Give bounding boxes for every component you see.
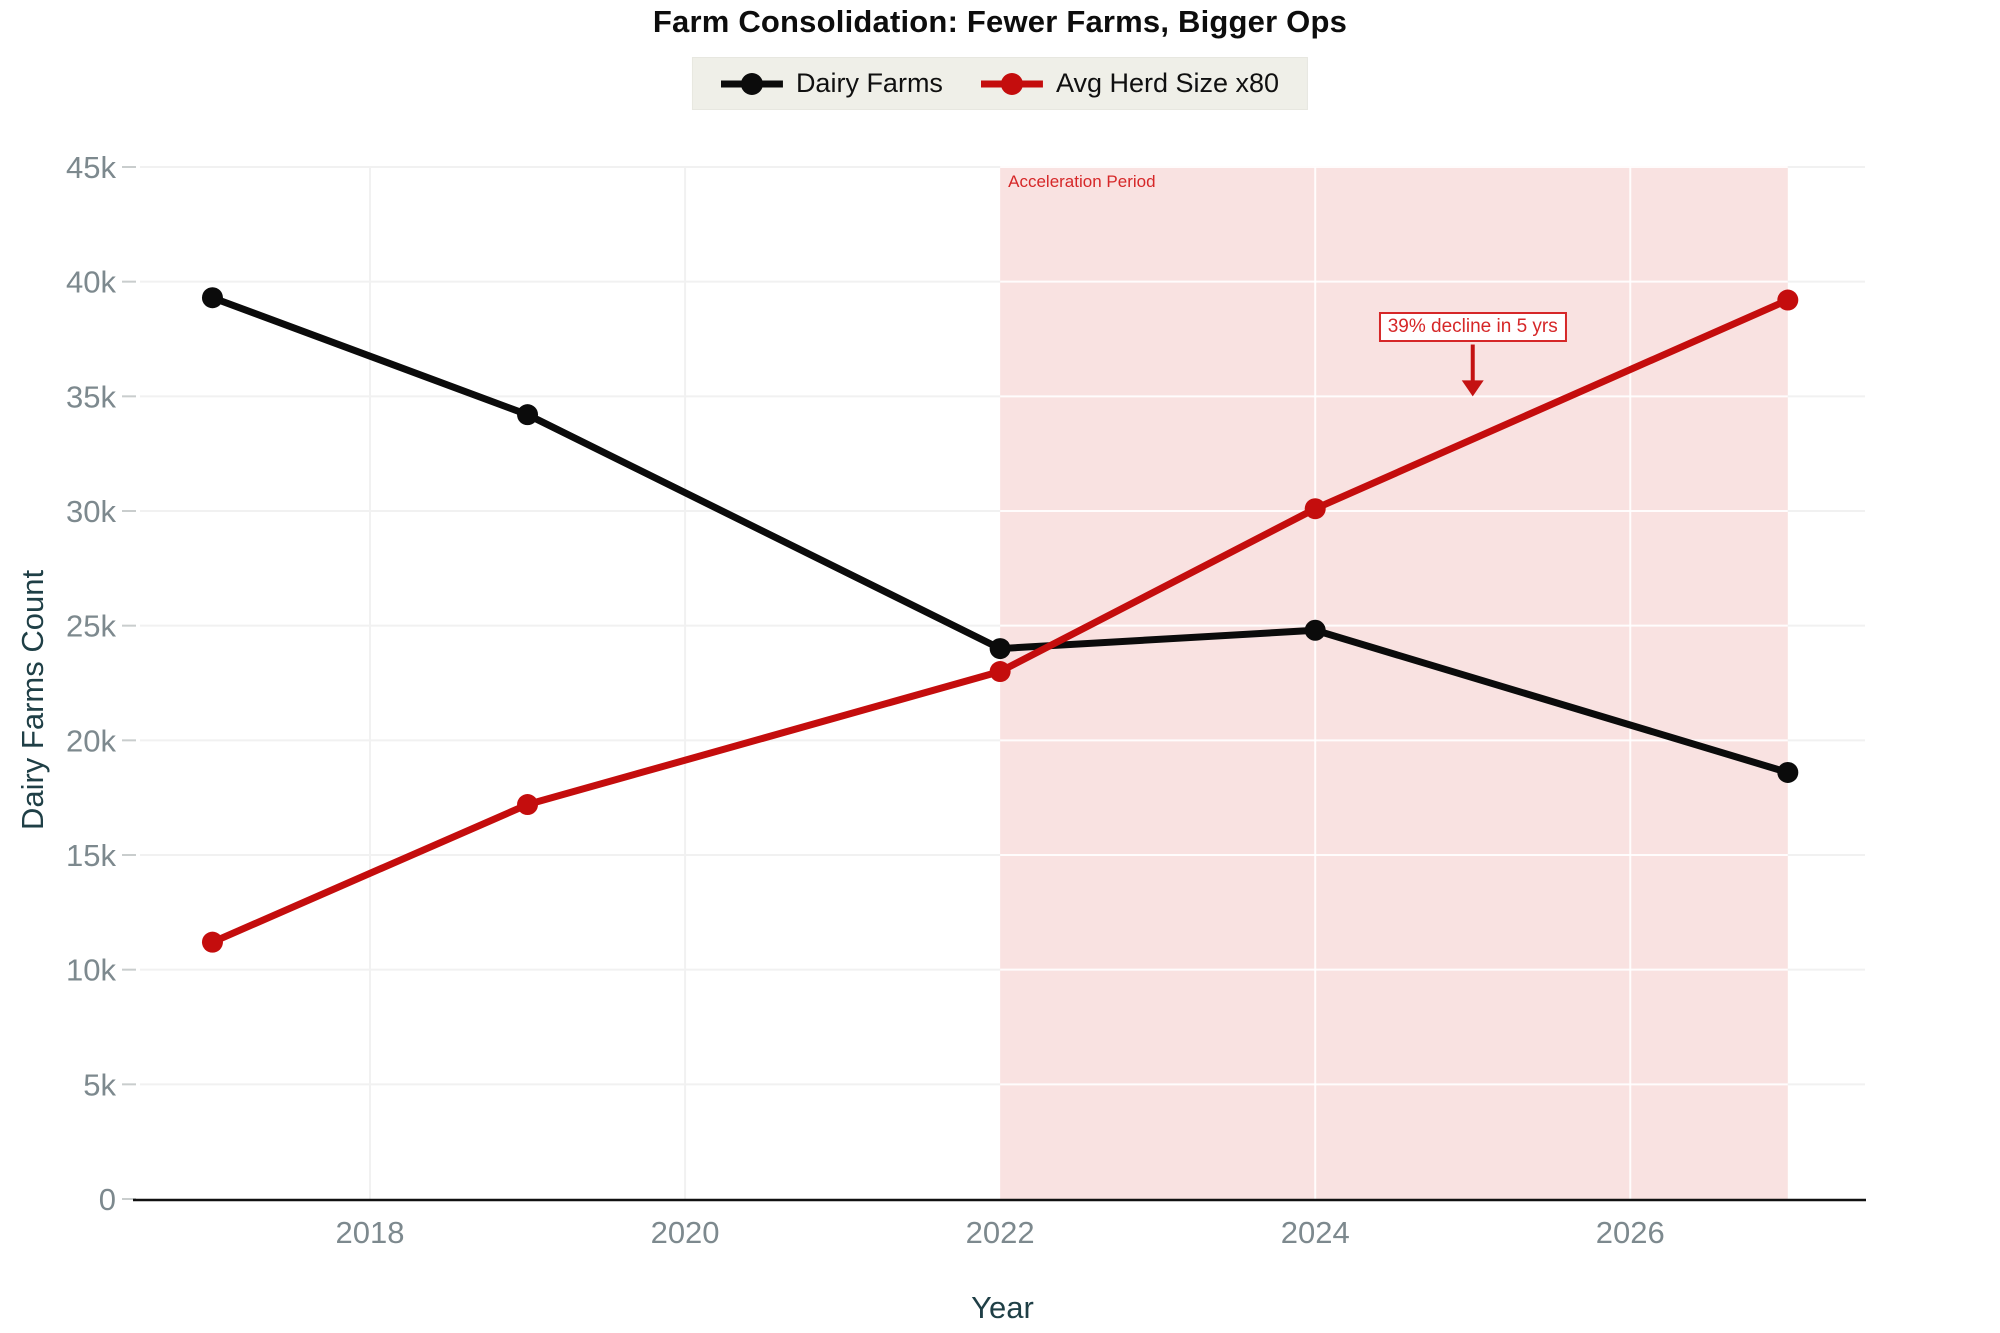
legend-dot <box>1000 72 1023 95</box>
x-tick-label: 2024 <box>1281 1215 1350 1250</box>
legend: Dairy Farms Avg Herd Size x80 <box>691 57 1309 110</box>
data-point <box>989 638 1011 660</box>
data-point <box>989 661 1011 683</box>
data-point <box>1304 498 1326 520</box>
x-axis-title: Year <box>971 1290 1034 1325</box>
legend-label: Avg Herd Size x80 <box>1055 68 1280 98</box>
y-tick-label: 5k <box>83 1067 116 1102</box>
y-tick-label: 45k <box>66 150 116 185</box>
x-tick-label: 2026 <box>1596 1215 1665 1250</box>
y-tick-label: 30k <box>66 494 116 529</box>
data-point <box>1777 761 1799 783</box>
y-tick-label: 35k <box>66 379 116 414</box>
y-tick-label: 15k <box>66 838 116 873</box>
y-tick-label: 40k <box>66 265 116 300</box>
y-tick-label: 10k <box>66 953 116 988</box>
data-point <box>517 404 539 426</box>
x-tick-label: 2022 <box>966 1215 1035 1250</box>
legend-item-dairy-farms: Dairy Farms <box>720 68 943 98</box>
acceleration-period-label: Acceleration Period <box>1008 172 1156 191</box>
y-tick-label: 20k <box>66 723 116 758</box>
legend-line-dot-swatch <box>980 72 1043 95</box>
y-tick-label: 25k <box>66 609 116 644</box>
x-tick-label: 2020 <box>651 1215 720 1250</box>
x-tick-label: 2018 <box>336 1215 405 1250</box>
legend-line-dot-swatch <box>720 72 783 95</box>
y-tick-label: 0 <box>99 1182 116 1217</box>
data-point <box>1777 289 1799 311</box>
data-point <box>1304 619 1326 641</box>
legend-dot <box>740 72 763 95</box>
data-point <box>201 931 223 953</box>
decline-annotation: 39% decline in 5 yrs <box>1378 311 1567 342</box>
chart-title: Farm Consolidation: Fewer Farms, Bigger … <box>652 4 1348 39</box>
data-point <box>517 794 539 816</box>
legend-item-avg-herd-size: Avg Herd Size x80 <box>980 68 1280 98</box>
annotation-arrow-head <box>1461 380 1484 397</box>
legend-label: Dairy Farms <box>795 68 943 98</box>
data-point <box>201 287 223 309</box>
